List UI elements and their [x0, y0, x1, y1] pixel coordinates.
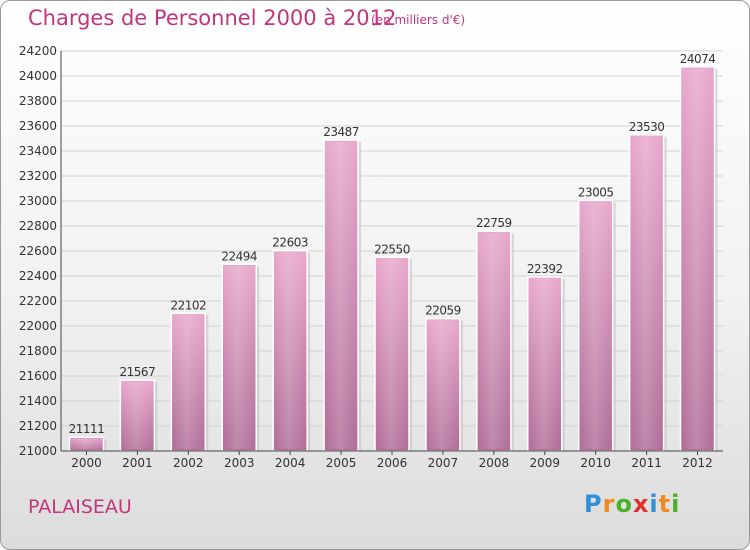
data-label: 21567	[120, 365, 156, 379]
y-tick-label: 23800	[19, 94, 57, 108]
y-tick-label: 21600	[19, 369, 57, 383]
y-tick-label: 21200	[19, 419, 57, 433]
y-tick-label: 21800	[19, 344, 57, 358]
chart-title: Charges de Personnel 2000 à 2012	[28, 6, 397, 30]
y-tick-label: 21400	[19, 394, 57, 408]
bar-highlight	[326, 142, 357, 449]
y-tick-label: 24000	[19, 69, 57, 83]
bar-highlight	[122, 382, 153, 449]
x-tick-label: 2003	[224, 456, 255, 470]
logo-letter: r	[602, 490, 616, 518]
data-label: 22494	[221, 249, 257, 263]
y-tick-label: 24200	[19, 44, 57, 58]
city-name: PALAISEAU	[28, 496, 132, 518]
bar-highlight	[478, 233, 509, 449]
x-tick-label: 2010	[580, 456, 611, 470]
y-tick-label: 21000	[19, 444, 57, 458]
data-label: 21111	[69, 422, 105, 436]
y-tick-label: 22400	[19, 269, 57, 283]
x-tick-label: 2008	[479, 456, 510, 470]
x-tick-label: 2006	[377, 456, 408, 470]
bar-highlight	[71, 439, 102, 449]
bar-highlight	[427, 320, 458, 449]
y-tick-label: 22200	[19, 294, 57, 308]
data-label: 23530	[629, 120, 665, 134]
data-label: 24074	[680, 52, 716, 66]
logo-letter: i	[649, 490, 659, 518]
bar-highlight	[529, 279, 560, 449]
bar-highlight	[682, 68, 713, 449]
x-tick-label: 2011	[631, 456, 662, 470]
y-tick-label: 23000	[19, 194, 57, 208]
proxiti-logo: Proxiti	[584, 490, 680, 518]
y-tick-label: 23200	[19, 169, 57, 183]
bar-highlight	[275, 252, 306, 449]
x-tick-label: 2009	[529, 456, 560, 470]
data-label: 23487	[323, 125, 359, 139]
bar-highlight	[377, 259, 407, 449]
axes: 21000 21200 21400 21600 21800 22000 22200 22400…	[19, 44, 723, 470]
logo-letter: P	[584, 490, 603, 518]
bar-highlight	[224, 266, 255, 449]
data-label: 22550	[374, 242, 410, 256]
x-tick-label: 2000	[71, 456, 102, 470]
chart-subtitle: (en milliers d'€)	[371, 13, 466, 27]
y-tick-label: 22800	[19, 219, 57, 233]
data-label: 22059	[425, 304, 461, 318]
y-tick-label: 22600	[19, 244, 57, 258]
data-label: 22392	[527, 262, 563, 276]
logo-letter: i	[671, 490, 681, 518]
bar-highlight	[173, 315, 204, 449]
data-label: 22759	[476, 216, 512, 230]
x-tick-label: 2001	[122, 456, 153, 470]
x-tick-label: 2012	[682, 456, 713, 470]
x-tick-label: 2005	[326, 456, 357, 470]
y-tick-label: 22000	[19, 319, 57, 333]
x-tick-label: 2002	[173, 456, 204, 470]
bar-highlight	[580, 202, 611, 449]
data-labels: 21111 21567 22102 22494 22603 23487 22550 22059…	[69, 52, 716, 436]
y-tick-label: 23400	[19, 144, 57, 158]
logo-letter: x	[632, 490, 650, 518]
data-label: 23005	[578, 185, 614, 199]
x-tick-label: 2007	[428, 456, 459, 470]
y-tick-label: 23600	[19, 119, 57, 133]
logo-letter: t	[658, 490, 672, 518]
x-tick-label: 2004	[275, 456, 306, 470]
logo-letter: o	[615, 490, 633, 518]
data-label: 22102	[170, 298, 206, 312]
data-label: 22603	[272, 236, 308, 250]
bar-highlight	[631, 136, 662, 449]
bars	[68, 66, 718, 452]
